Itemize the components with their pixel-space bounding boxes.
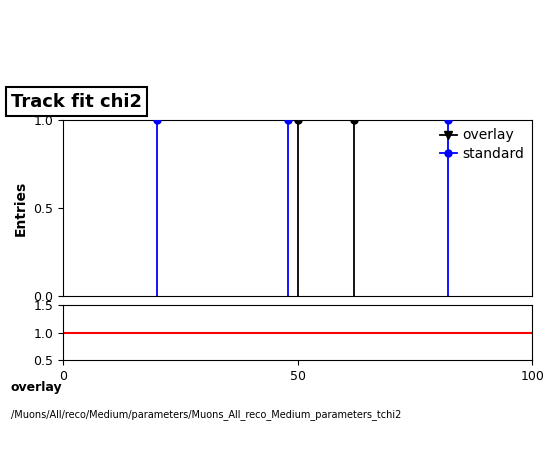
Text: /Muons/All/reco/Medium/parameters/Muons_All_reco_Medium_parameters_tchi2: /Muons/All/reco/Medium/parameters/Muons_… (11, 409, 401, 420)
Text: overlay: overlay (11, 381, 63, 394)
Text: Track fit chi2: Track fit chi2 (11, 93, 142, 111)
Legend: overlay, standard: overlay, standard (435, 123, 530, 166)
Y-axis label: Entries: Entries (14, 181, 27, 236)
